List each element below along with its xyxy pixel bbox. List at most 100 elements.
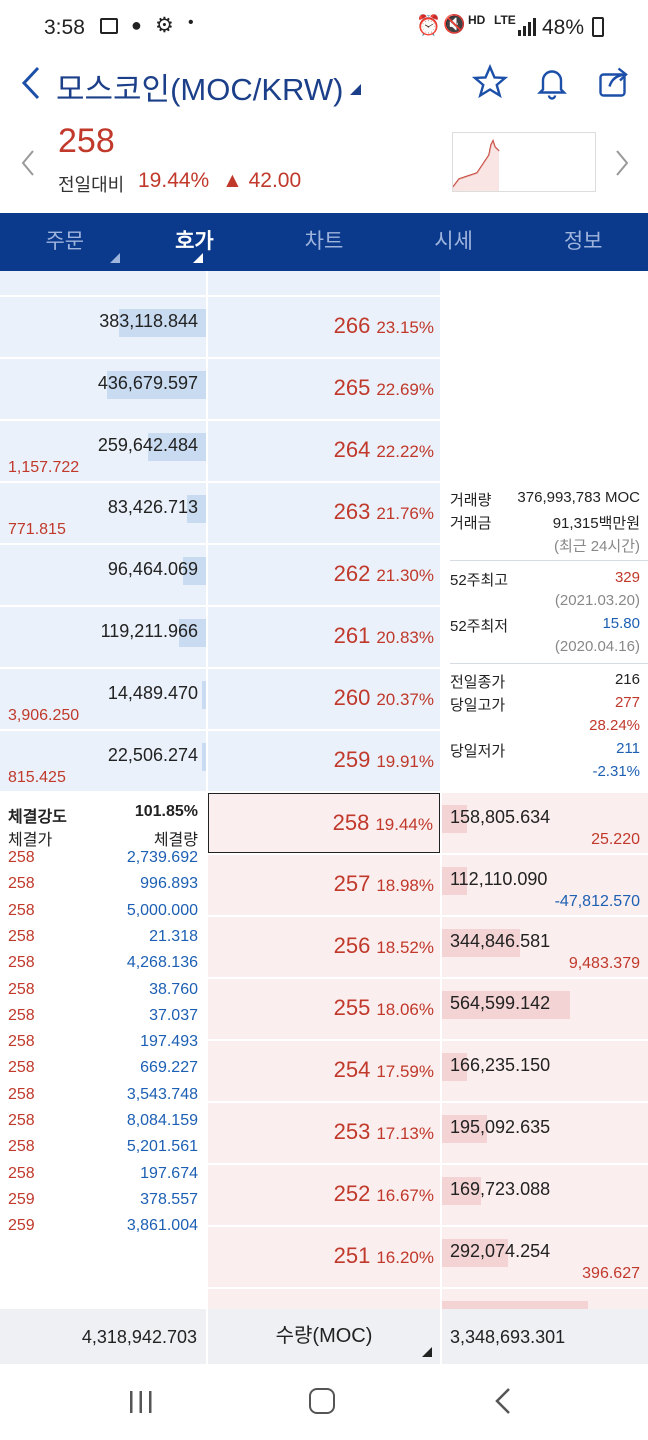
mute-icon: 🔇 (443, 14, 466, 34)
dayhigh-percent: 28.24% (589, 717, 640, 734)
signal-icon (518, 18, 536, 42)
ask-volume: 383,118.844 (99, 311, 198, 331)
back-nav-icon[interactable] (494, 1387, 512, 1420)
trade-row: 259 3,861.004 (8, 1217, 198, 1243)
trade-row: 258 197.674 (8, 1165, 198, 1191)
bid-volume-bar (442, 929, 521, 957)
prev-coin-icon[interactable] (20, 148, 36, 183)
ask-volume-cell[interactable]: 259,642.484 1,157.722 (0, 421, 206, 481)
tab-orderbook-triangle-icon (193, 253, 204, 263)
trade-price: 258 (8, 1059, 35, 1077)
ask-volume: 436,679.597 (97, 373, 198, 393)
trade-volume: 37.037 (149, 1006, 198, 1024)
trade-row: 258 37.037 (8, 1007, 198, 1033)
trade-price: 258 (8, 1138, 35, 1156)
mini-chart[interactable] (452, 132, 596, 192)
ask-total: 4,318,942.703 (81, 1327, 197, 1347)
star-icon[interactable] (471, 63, 509, 105)
ask-price: 259 (333, 747, 371, 772)
ask-volume: 14,489.470 (107, 683, 198, 703)
alarm-icon: ⏰ (416, 15, 441, 37)
ask-price-cell[interactable]: 259 19.91% (208, 731, 440, 791)
daylow-label: 당일저가 (450, 743, 506, 760)
current-price-cell[interactable]: 258 19.44% (208, 793, 440, 853)
ask-price-cell[interactable]: 260 20.37% (208, 669, 440, 729)
bid-volume-cell[interactable]: 169,723.088 (442, 1165, 648, 1225)
bid-price: 257 (333, 871, 371, 896)
trade-price: 258 (8, 954, 35, 972)
ask-price-cell-partial: 267 23.61% (208, 271, 440, 295)
orderbook[interactable]: 267 23.61% 383,118.844 266 23.15% 436,679.5… (0, 271, 648, 1309)
bid-volume-cell[interactable]: 292,074.254 396.627 (442, 1227, 648, 1287)
ask-volume-cell[interactable]: 119,211.966 (0, 607, 206, 667)
battery-percent: 48% (542, 16, 585, 39)
trade-price: 258 (8, 1006, 35, 1024)
trade-volume: 996.893 (140, 875, 198, 893)
bid-price-cell[interactable]: 254 17.59% (208, 1041, 440, 1101)
ask-volume-cell-partial (0, 271, 206, 295)
trades-panel: 체결강도 101.85% 체결가 체결량 258 2,739.692 258 996.… (0, 791, 206, 1309)
ask-volume-cell[interactable]: 383,118.844 (0, 297, 206, 357)
prevclose-label: 전일종가 (450, 674, 506, 691)
tab-market[interactable]: 시세 (389, 213, 519, 271)
bid-volume-cell[interactable]: 112,110.090 -47,812.570 (442, 855, 648, 915)
title-dropdown-icon[interactable] (350, 84, 361, 95)
ask-percent: 19.91% (376, 752, 434, 771)
tab-orderbook[interactable]: 호가 (130, 213, 260, 271)
bid-volume: 112,110.090 (450, 869, 548, 889)
bid-price-cell[interactable]: 252 16.67% (208, 1165, 440, 1225)
ask-price-cell[interactable]: 266 23.15% (208, 297, 440, 357)
tab-info[interactable]: 정보 (518, 213, 648, 271)
bid-price-cell[interactable]: 251 16.20% (208, 1227, 440, 1287)
ask-volume-cell[interactable]: 436,679.597 (0, 359, 206, 419)
bid-volume: 166,235.150 (450, 1055, 551, 1075)
ask-price-cell[interactable]: 262 21.30% (208, 545, 440, 605)
ask-volume-cell[interactable]: 83,426.713 771.815 (0, 483, 206, 543)
bid-volume-change: -47,812.570 (554, 893, 640, 910)
next-coin-icon[interactable] (614, 148, 630, 183)
bid-price-cell[interactable]: 257 18.98% (208, 855, 440, 915)
high52-date: (2021.03.20) (554, 592, 640, 609)
bid-price-cell[interactable]: 256 18.52% (208, 917, 440, 977)
recent-apps-icon[interactable] (128, 1390, 154, 1419)
ask-volume-change: 815.425 (8, 769, 66, 786)
bid-price: 258 (332, 810, 370, 835)
bid-volume-cell[interactable]: 166,235.150 (442, 1041, 648, 1101)
tab-order[interactable]: 주문 (0, 213, 130, 271)
ask-volume-cell[interactable]: 22,506.274 815.425 (0, 731, 206, 791)
page-title[interactable]: 모스코인(MOC/KRW) (56, 72, 344, 107)
back-icon[interactable] (18, 64, 44, 107)
trade-price: 258 (8, 901, 35, 919)
ask-volume-cell[interactable]: 14,489.470 3,906.250 (0, 669, 206, 729)
ask-volume-cell[interactable]: 96,464.069 (0, 545, 206, 605)
trade-volume: 669.227 (140, 1059, 198, 1077)
unit-dropdown-icon[interactable] (422, 1347, 432, 1357)
bid-price-cell[interactable]: 255 18.06% (208, 979, 440, 1039)
bid-volume-cell[interactable]: 344,846.581 9,483.379 (442, 917, 648, 977)
tab-chart[interactable]: 차트 (259, 213, 389, 271)
amount-label: 거래금 (450, 515, 492, 532)
bid-volume: 344,846.581 (450, 931, 551, 951)
unit-selector[interactable]: 수량(MOC) (275, 1325, 373, 1347)
ask-price-cell[interactable]: 261 20.83% (208, 607, 440, 667)
trade-volume: 197.493 (140, 1033, 198, 1051)
trade-volume: 197.674 (140, 1164, 198, 1182)
trade-volume: 38.760 (149, 980, 198, 998)
bid-volume-bar (442, 805, 467, 833)
home-icon[interactable] (309, 1388, 335, 1414)
ask-price-cell[interactable]: 265 22.69% (208, 359, 440, 419)
ask-price-cell[interactable]: 264 22.22% (208, 421, 440, 481)
bid-price-cell[interactable]: 253 17.13% (208, 1103, 440, 1163)
ask-price-cell[interactable]: 263 21.76% (208, 483, 440, 543)
ask-price: 260 (333, 685, 371, 710)
main-tabs: 주문 호가 차트 시세 정보 (0, 213, 648, 271)
trade-row: 258 8,084.159 (8, 1112, 198, 1138)
tab-order-triangle-icon (109, 253, 120, 263)
share-icon[interactable] (596, 64, 632, 105)
bid-volume-cell[interactable]: 195,092.635 (442, 1103, 648, 1163)
bid-volume-cell[interactable]: 564,599.142 (442, 979, 648, 1039)
trade-row: 258 5,201.561 (8, 1138, 198, 1164)
bid-volume-cell[interactable]: 158,805.634 25.220 (442, 793, 648, 853)
bell-icon[interactable] (534, 64, 570, 105)
ask-volume-change: 1,157.722 (8, 459, 80, 476)
